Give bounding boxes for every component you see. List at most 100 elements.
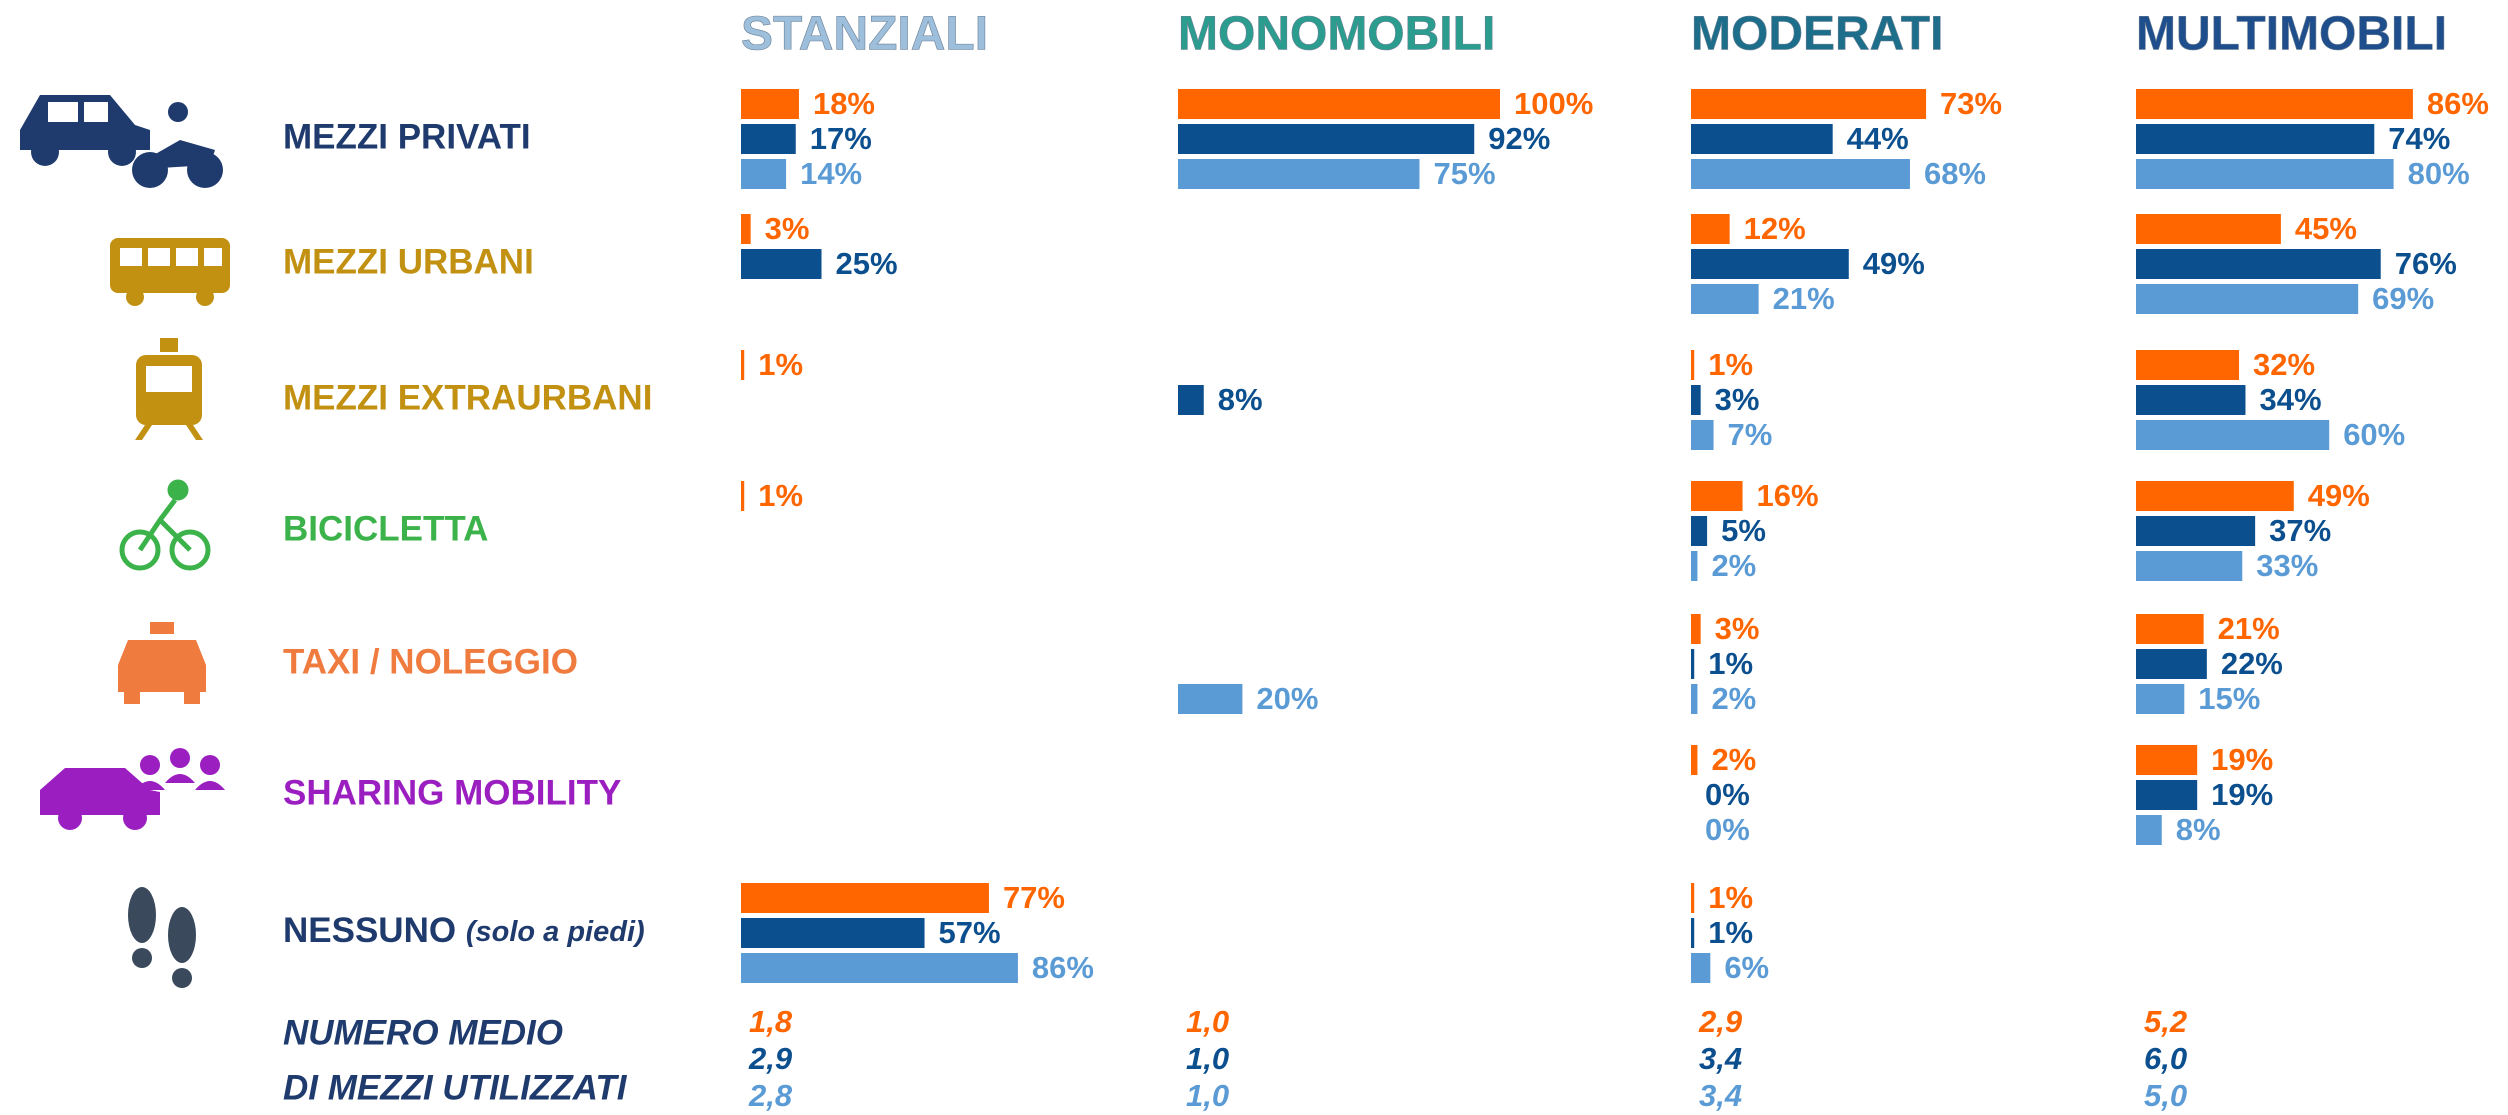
category-label: MEZZI PRIVATI bbox=[283, 117, 531, 156]
value-label: 19% bbox=[2211, 742, 2273, 777]
value-label: 3% bbox=[765, 211, 810, 246]
icon-footprints bbox=[128, 887, 196, 988]
bar bbox=[1691, 953, 1711, 983]
value-label: 60% bbox=[2343, 417, 2405, 452]
value-label: 8% bbox=[2176, 812, 2221, 847]
average-value: 2,9 bbox=[748, 1041, 793, 1076]
category-label: TAXI / NOLEGGIO bbox=[283, 642, 578, 681]
value-label: 33% bbox=[2256, 548, 2318, 583]
bar bbox=[1178, 159, 1420, 189]
value-label: 77% bbox=[1003, 880, 1065, 915]
bar bbox=[1691, 385, 1701, 415]
value-label: 1% bbox=[758, 478, 803, 513]
icon-car-moto bbox=[20, 95, 223, 188]
value-label: 34% bbox=[2259, 382, 2321, 417]
value-label: 100% bbox=[1514, 86, 1593, 121]
bar bbox=[1178, 385, 1204, 415]
average-value: 5,0 bbox=[2144, 1078, 2187, 1113]
average-value: 1,0 bbox=[1186, 1041, 1229, 1076]
bar bbox=[2136, 516, 2256, 546]
bar bbox=[1691, 159, 1910, 189]
value-label: 16% bbox=[1757, 478, 1819, 513]
average-label: DI MEZZI UTILIZZATI bbox=[283, 1068, 628, 1107]
value-label: 1% bbox=[1708, 347, 1753, 382]
value-label: 7% bbox=[1728, 417, 1773, 452]
value-label: 45% bbox=[2295, 211, 2357, 246]
bar bbox=[2136, 284, 2359, 314]
icon-bus bbox=[110, 238, 230, 306]
bar bbox=[2136, 780, 2198, 810]
panel-title: MONOMOBILI bbox=[1178, 8, 1495, 61]
bar bbox=[1691, 684, 1698, 714]
average-value: 1,8 bbox=[749, 1004, 793, 1039]
value-label: 2% bbox=[1711, 548, 1756, 583]
category-label: MEZZI URBANI bbox=[283, 242, 534, 281]
value-label: 1% bbox=[1708, 880, 1753, 915]
bar bbox=[741, 214, 751, 244]
bar bbox=[1691, 516, 1708, 546]
value-label: 86% bbox=[2427, 86, 2489, 121]
average-label: NUMERO MEDIO bbox=[283, 1013, 563, 1052]
bar bbox=[2136, 159, 2394, 189]
value-label: 12% bbox=[1744, 211, 1806, 246]
value-label: 69% bbox=[2372, 281, 2434, 316]
icon-tram bbox=[135, 338, 203, 440]
bar bbox=[1691, 89, 1927, 119]
value-label: 14% bbox=[800, 156, 862, 191]
category-label-note: (solo a piedi) bbox=[466, 916, 645, 948]
value-label: 2% bbox=[1711, 681, 1756, 716]
value-label: 21% bbox=[1773, 281, 1835, 316]
value-label: 49% bbox=[2308, 478, 2370, 513]
bar bbox=[1691, 420, 1714, 450]
icon-bike bbox=[119, 479, 211, 571]
bar bbox=[741, 350, 745, 380]
value-label: 37% bbox=[2269, 513, 2331, 548]
bar bbox=[1691, 918, 1695, 948]
value-label: 49% bbox=[1863, 246, 1925, 281]
bar bbox=[2136, 214, 2281, 244]
bar bbox=[2136, 649, 2207, 679]
bar bbox=[741, 124, 796, 154]
bar bbox=[2136, 249, 2381, 279]
icon-sharing bbox=[40, 748, 225, 830]
bar bbox=[2136, 551, 2243, 581]
value-label: 18% bbox=[813, 86, 875, 121]
bar bbox=[741, 883, 989, 913]
icon-taxi bbox=[118, 622, 206, 704]
bar bbox=[1178, 89, 1500, 119]
panel-title: MODERATI bbox=[1691, 8, 1943, 61]
bar bbox=[1691, 214, 1730, 244]
bar bbox=[2136, 89, 2413, 119]
bar bbox=[2136, 385, 2246, 415]
value-label: 3% bbox=[1715, 611, 1760, 646]
average-value: 3,4 bbox=[1699, 1041, 1742, 1076]
value-label: 1% bbox=[1708, 646, 1753, 681]
average-value: 3,4 bbox=[1699, 1078, 1742, 1113]
value-label: 5% bbox=[1721, 513, 1766, 548]
bar bbox=[1691, 649, 1695, 679]
value-label: 76% bbox=[2395, 246, 2457, 281]
bar bbox=[2136, 481, 2294, 511]
value-label: 92% bbox=[1488, 121, 1550, 156]
bar bbox=[741, 918, 925, 948]
category-label: NESSUNO (solo a piedi) bbox=[283, 911, 645, 950]
bar bbox=[1691, 124, 1833, 154]
value-label: 21% bbox=[2218, 611, 2280, 646]
bar bbox=[1691, 284, 1759, 314]
bar bbox=[1691, 249, 1849, 279]
category-label: BICICLETTA bbox=[283, 509, 488, 548]
bar bbox=[741, 953, 1018, 983]
bar bbox=[1178, 124, 1475, 154]
bar bbox=[741, 249, 822, 279]
value-label: 17% bbox=[810, 121, 872, 156]
value-label: 57% bbox=[939, 915, 1001, 950]
bar bbox=[2136, 420, 2330, 450]
value-label: 86% bbox=[1032, 950, 1094, 985]
value-label: 22% bbox=[2221, 646, 2283, 681]
category-label: SHARING MOBILITY bbox=[283, 773, 621, 812]
value-label: 73% bbox=[1940, 86, 2002, 121]
bar bbox=[2136, 614, 2204, 644]
value-label: 2% bbox=[1711, 742, 1756, 777]
value-label: 0% bbox=[1705, 777, 1750, 812]
